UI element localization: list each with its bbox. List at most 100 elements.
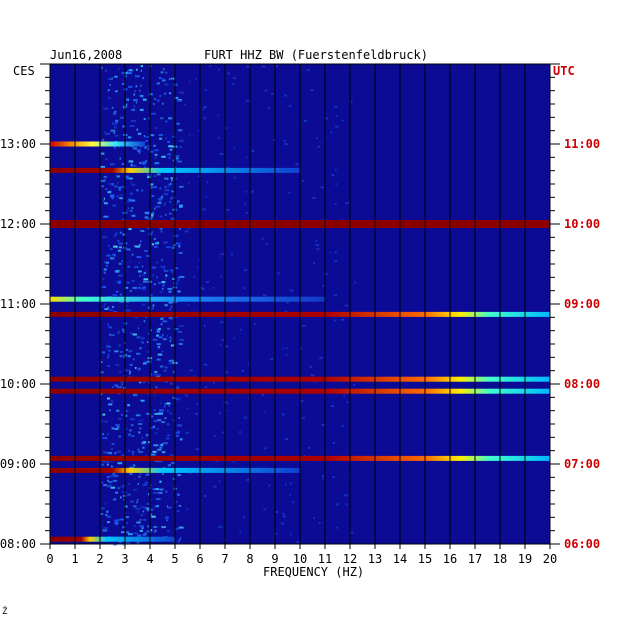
noise-cell (160, 230, 163, 233)
noise-cell (189, 79, 191, 82)
noise-cell (135, 75, 140, 78)
noise-cell (158, 77, 162, 80)
noise-cell (159, 488, 164, 491)
noise-cell (127, 493, 131, 496)
noise-cell (114, 90, 118, 93)
noise-cell (141, 189, 143, 192)
noise-cell (148, 443, 151, 446)
noise-cell (142, 483, 147, 486)
noise-cell (156, 276, 158, 279)
noise-cell (171, 196, 177, 199)
noise-cell (160, 323, 163, 326)
noise-cell (166, 185, 171, 188)
noise-cell (153, 238, 156, 240)
noise-cell (167, 140, 171, 143)
noise-cell (117, 417, 122, 420)
noise-cell (201, 287, 205, 290)
noise-cell (164, 83, 169, 86)
noise-cell (307, 69, 310, 72)
noise-cell (106, 343, 108, 346)
noise-cell (205, 386, 208, 388)
noise-cell (176, 510, 180, 513)
noise-cell (126, 309, 131, 312)
noise-cell (131, 424, 134, 427)
noise-cell (119, 518, 124, 521)
noise-cell (136, 521, 141, 524)
noise-cell (224, 127, 228, 130)
noise-cell (158, 412, 163, 415)
noise-cell (107, 521, 110, 524)
noise-cell (162, 284, 165, 287)
noise-cell (116, 175, 121, 178)
noise-cell (134, 477, 136, 480)
noise-cell (147, 306, 150, 309)
noise-cell (133, 99, 138, 102)
noise-cell (178, 526, 184, 529)
noise-cell (233, 147, 235, 150)
noise-cell (354, 281, 356, 284)
noise-cell (138, 451, 144, 453)
noise-cell (225, 371, 229, 374)
noise-cell (102, 236, 107, 239)
noise-cell (261, 65, 266, 68)
noise-cell (104, 460, 110, 463)
noise-cell (114, 110, 117, 113)
noise-cell (114, 254, 116, 257)
noise-cell (148, 381, 150, 384)
noise-cell (156, 343, 161, 346)
noise-cell (119, 231, 122, 234)
noise-cell (126, 103, 128, 106)
noise-cell (102, 436, 108, 439)
noise-cell (243, 269, 247, 272)
noise-cell (177, 160, 182, 163)
noise-cell (164, 213, 167, 216)
noise-cell (129, 472, 133, 475)
noise-cell (154, 175, 156, 177)
noise-cell (153, 144, 156, 147)
noise-cell (139, 473, 142, 475)
noise-cell (163, 405, 166, 408)
noise-cell (267, 106, 270, 109)
noise-cell (243, 287, 246, 290)
noise-cell (319, 141, 321, 144)
noise-cell (152, 304, 155, 307)
noise-cell (254, 322, 257, 325)
x-tick-labels: 0 1 2 3 4 5 6 7 8 9 10 11 12 13 14 15 16 17 18 19 20 (46, 552, 557, 566)
noise-cell (140, 514, 144, 517)
noise-cell (171, 271, 173, 274)
noise-cell (134, 525, 136, 528)
noise-cell (301, 324, 306, 327)
noise-cell (104, 420, 108, 423)
noise-cell (111, 465, 113, 468)
noise-cell (165, 137, 167, 140)
vertical-gridlines (49, 63, 551, 545)
noise-cell (153, 283, 156, 286)
noise-cell (128, 228, 132, 231)
noise-cell (162, 102, 164, 105)
noise-cell (244, 416, 247, 419)
noise-cell (139, 427, 142, 430)
noise-cell (103, 484, 107, 487)
noise-cell (146, 530, 152, 533)
noise-cell (168, 317, 173, 320)
noise-cell (116, 195, 119, 198)
noise-cell (147, 176, 151, 179)
noise-cell (156, 427, 159, 430)
noise-cell (143, 135, 146, 138)
ces-tick-label: 12:00 (0, 217, 36, 231)
noise-cell (154, 242, 159, 245)
noise-cell (130, 164, 133, 167)
noise-cell (164, 516, 169, 519)
noise-cell (324, 117, 328, 120)
noise-cell (133, 108, 135, 111)
noise-cell (148, 117, 151, 120)
noise-cell (108, 89, 110, 91)
noise-cell (139, 94, 144, 97)
noise-cell (268, 484, 271, 487)
noise-cell (130, 418, 135, 421)
noise-cell (104, 308, 109, 310)
noise-cell (151, 112, 156, 115)
noise-cell (172, 371, 176, 374)
noise-cell (226, 209, 230, 211)
